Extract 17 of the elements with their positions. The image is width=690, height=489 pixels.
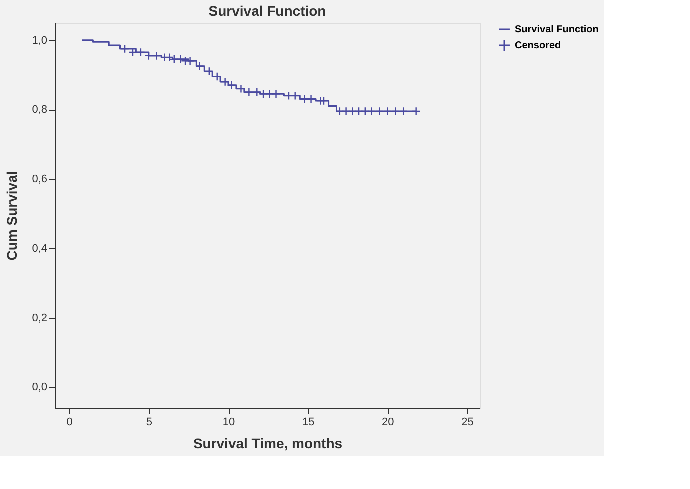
x-tick-label: 10	[222, 416, 236, 428]
y-tick-label: 0,6	[32, 174, 48, 186]
legend-label: Censored	[515, 40, 562, 52]
x-tick-label: 20	[382, 416, 394, 428]
legend-label: Survival Function	[515, 24, 599, 36]
chart-title: Survival Function	[208, 3, 326, 19]
y-tick-label: 0,0	[32, 382, 48, 394]
x-tick-label: 15	[302, 416, 315, 428]
y-axis-title: Cum Survival	[4, 171, 20, 261]
y-tick-label: 0,4	[32, 242, 48, 255]
y-tick-label: 0,2	[32, 312, 48, 324]
x-axis-title: Survival Time, months	[193, 436, 343, 452]
y-tick-label: 1,0	[32, 34, 48, 47]
x-tick-label: 5	[146, 416, 152, 428]
y-tick-label: 0,8	[32, 104, 48, 116]
x-tick-label: 0	[66, 416, 73, 428]
x-tick-label: 25	[462, 416, 474, 428]
